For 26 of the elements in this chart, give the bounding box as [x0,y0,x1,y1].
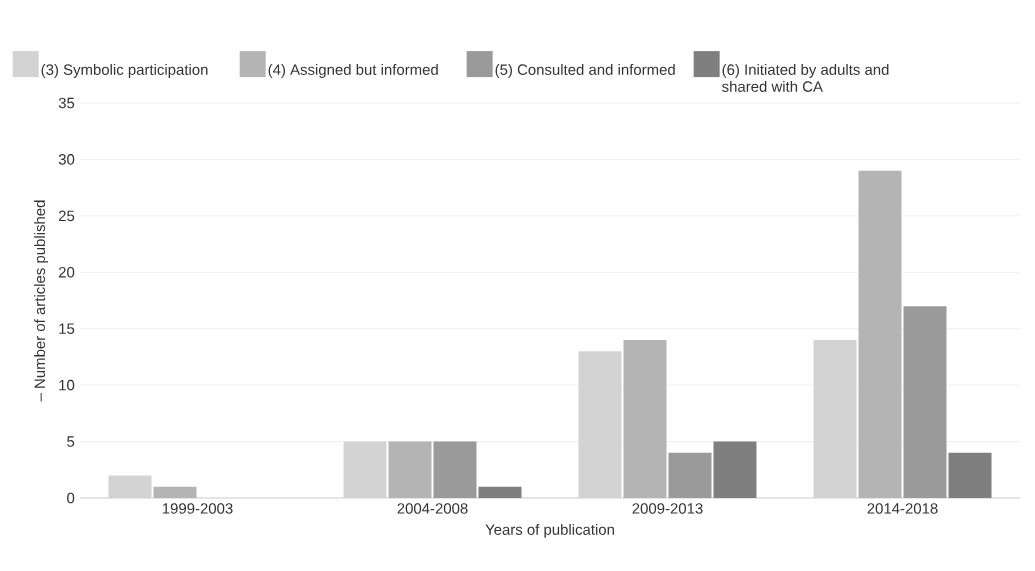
legend-label: (4) Assigned but informed [268,63,438,78]
bar [478,486,522,498]
legend-label: (5) Consulted and informed [495,63,675,78]
bar [858,170,902,498]
bar [388,441,432,498]
y-tick-label: 15 [59,323,75,334]
bar [713,441,757,498]
x-tick-label: 1999-2003 [162,503,233,514]
x-axis-title: Years of publication [485,523,614,538]
bar [948,452,992,498]
bar [623,339,667,498]
x-tick-label: 2014-2018 [867,503,938,514]
x-tick-label: 2009-2013 [632,503,703,514]
y-tick-label: 25 [58,210,75,222]
y-tick-label: 30 [58,154,75,165]
y-tick-label: 35 [58,97,75,109]
y-tick-label: 10 [59,379,75,391]
y-axis-title: – Number of articles published [34,200,49,402]
legend-label: (6) Initiated by adults and shared with CA [722,63,889,92]
bar [108,475,152,498]
legend-label: (3) Symbolic participation [41,63,208,78]
bar [153,486,197,498]
y-tick-label: 5 [67,436,75,447]
y-tick-label: 0 [67,492,75,504]
x-tick-label: 2004-2008 [397,503,468,514]
y-tick-label: 20 [58,266,75,278]
